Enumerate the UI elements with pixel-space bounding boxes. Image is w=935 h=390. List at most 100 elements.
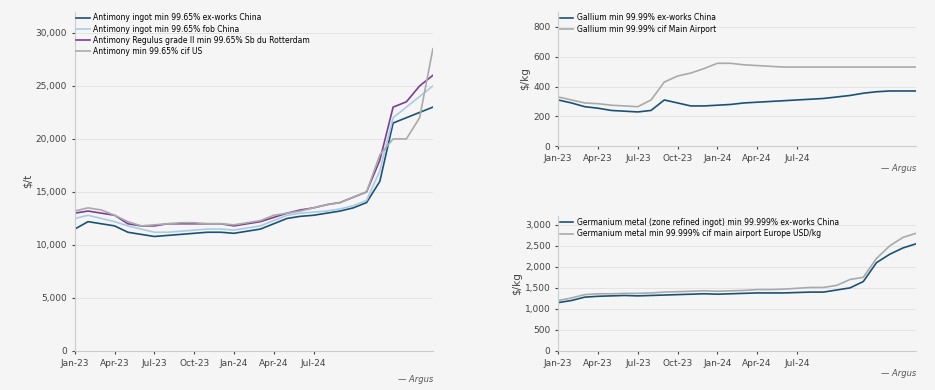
Antimony min 99.65% cif US (69, 209, 80, 213)
Germanium metal (zone refined ingot) min 99.999% ex-works China (778, 291, 789, 295)
Antimony ingot min 99.65% ex-works China (295, 214, 306, 219)
Antimony min 99.65% cif US (322, 202, 333, 207)
Antimony Regulus grade II min 99.65% Sb du Rotterdam (335, 200, 346, 205)
Antimony ingot min 99.65% ex-works China (414, 110, 425, 115)
Antimony ingot min 99.65% ex-works China (215, 230, 226, 235)
Antimony ingot min 99.65% fob China (202, 227, 213, 231)
Antimony Regulus grade II min 99.65% Sb du Rotterdam (149, 223, 160, 228)
Line: Gallium min 99.99% ex-works China: Gallium min 99.99% ex-works China (558, 91, 916, 112)
Antimony ingot min 99.65% fob China (95, 216, 107, 221)
Gallium min 99.99% cif Main Airport (805, 65, 816, 69)
Gallium min 99.99% ex-works China (885, 89, 896, 93)
Gallium min 99.99% cif Main Airport (619, 104, 630, 108)
Antimony ingot min 99.65% ex-works China (322, 211, 333, 216)
Antimony ingot min 99.65% ex-works China (69, 227, 80, 231)
Gallium min 99.99% ex-works China (553, 98, 564, 102)
Germanium metal min 99.999% cif main airport Europe USD/kg (844, 277, 856, 282)
Antimony min 99.65% cif US (268, 213, 280, 218)
Germanium metal (zone refined ingot) min 99.999% ex-works China (712, 292, 723, 296)
Gallium min 99.99% ex-works China (898, 89, 909, 93)
Antimony min 99.65% cif US (255, 218, 266, 223)
Gallium min 99.99% ex-works China (857, 91, 869, 96)
Germanium metal (zone refined ingot) min 99.999% ex-works China (765, 291, 776, 295)
Antimony ingot min 99.65% ex-works China (281, 216, 293, 221)
Germanium metal min 99.999% cif main airport Europe USD/kg (566, 296, 577, 300)
Antimony ingot min 99.65% ex-works China (241, 229, 252, 234)
Gallium min 99.99% ex-works China (765, 99, 776, 104)
Germanium metal min 99.999% cif main airport Europe USD/kg (885, 243, 896, 248)
Gallium min 99.99% ex-works China (870, 89, 882, 94)
Gallium min 99.99% ex-works China (911, 89, 922, 93)
Germanium metal (zone refined ingot) min 99.999% ex-works China (818, 290, 829, 294)
Germanium metal (zone refined ingot) min 99.999% ex-works China (672, 292, 683, 297)
Gallium min 99.99% cif Main Airport (831, 65, 842, 69)
Antimony Regulus grade II min 99.65% Sb du Rotterdam (308, 206, 319, 210)
Antimony Regulus grade II min 99.65% Sb du Rotterdam (401, 99, 412, 104)
Gallium min 99.99% cif Main Airport (579, 101, 590, 105)
Germanium metal (zone refined ingot) min 99.999% ex-works China (831, 288, 842, 292)
Antimony ingot min 99.65% ex-works China (348, 206, 359, 210)
Gallium min 99.99% ex-works China (606, 108, 617, 113)
Gallium min 99.99% cif Main Airport (857, 65, 869, 69)
Germanium metal (zone refined ingot) min 99.999% ex-works China (805, 290, 816, 294)
Antimony ingot min 99.65% ex-works China (401, 115, 412, 120)
Antimony Regulus grade II min 99.65% Sb du Rotterdam (175, 222, 186, 226)
Gallium min 99.99% ex-works China (579, 105, 590, 109)
Antimony Regulus grade II min 99.65% Sb du Rotterdam (268, 215, 280, 220)
Germanium metal min 99.999% cif main airport Europe USD/kg (658, 290, 669, 294)
Antimony ingot min 99.65% ex-works China (255, 227, 266, 231)
Antimony ingot min 99.65% ex-works China (202, 230, 213, 235)
Germanium metal min 99.999% cif main airport Europe USD/kg (672, 289, 683, 294)
Gallium min 99.99% cif Main Airport (844, 65, 856, 69)
Gallium min 99.99% cif Main Airport (765, 64, 776, 69)
Antimony ingot min 99.65% ex-works China (374, 179, 385, 184)
Y-axis label: $/kg: $/kg (512, 272, 522, 295)
Germanium metal min 99.999% cif main airport Europe USD/kg (898, 235, 909, 240)
Germanium metal min 99.999% cif main airport Europe USD/kg (831, 283, 842, 288)
Germanium metal (zone refined ingot) min 99.999% ex-works China (885, 252, 896, 257)
Antimony min 99.65% cif US (374, 152, 385, 157)
Antimony ingot min 99.65% fob China (136, 227, 147, 231)
Antimony ingot min 99.65% fob China (149, 230, 160, 235)
Antimony Regulus grade II min 99.65% Sb du Rotterdam (255, 219, 266, 224)
Antimony min 99.65% cif US (361, 190, 372, 194)
Germanium metal min 99.999% cif main airport Europe USD/kg (632, 291, 643, 296)
Gallium min 99.99% ex-works China (831, 95, 842, 99)
Gallium min 99.99% ex-works China (593, 106, 604, 110)
Germanium metal min 99.999% cif main airport Europe USD/kg (645, 291, 656, 295)
Gallium min 99.99% cif Main Airport (870, 65, 882, 69)
Antimony Regulus grade II min 99.65% Sb du Rotterdam (82, 209, 94, 213)
Text: — Argus: — Argus (397, 375, 433, 384)
Antimony ingot min 99.65% fob China (414, 94, 425, 99)
Germanium metal (zone refined ingot) min 99.999% ex-works China (739, 291, 750, 296)
Line: Gallium min 99.99% cif Main Airport: Gallium min 99.99% cif Main Airport (558, 63, 916, 107)
Line: Germanium metal min 99.999% cif main airport Europe USD/kg: Germanium metal min 99.999% cif main air… (558, 233, 916, 301)
Antimony min 99.65% cif US (95, 207, 107, 212)
Antimony Regulus grade II min 99.65% Sb du Rotterdam (189, 222, 200, 226)
Antimony min 99.65% cif US (401, 136, 412, 141)
Antimony ingot min 99.65% fob China (162, 230, 173, 235)
Gallium min 99.99% cif Main Airport (658, 80, 669, 84)
Antimony ingot min 99.65% fob China (241, 226, 252, 230)
Antimony min 99.65% cif US (82, 206, 94, 210)
Antimony ingot min 99.65% ex-works China (335, 209, 346, 213)
Gallium min 99.99% ex-works China (658, 98, 669, 102)
Antimony ingot min 99.65% ex-works China (95, 222, 107, 226)
Antimony ingot min 99.65% fob China (69, 216, 80, 221)
Antimony ingot min 99.65% ex-works China (308, 213, 319, 218)
Y-axis label: $/kg: $/kg (521, 67, 530, 90)
Antimony min 99.65% cif US (335, 200, 346, 205)
Antimony ingot min 99.65% fob China (122, 223, 134, 228)
Gallium min 99.99% cif Main Airport (725, 61, 736, 66)
Germanium metal (zone refined ingot) min 99.999% ex-works China (619, 293, 630, 298)
Antimony ingot min 99.65% ex-works China (387, 121, 398, 125)
Germanium metal (zone refined ingot) min 99.999% ex-works China (593, 294, 604, 299)
Germanium metal (zone refined ingot) min 99.999% ex-works China (685, 292, 697, 296)
Gallium min 99.99% ex-works China (844, 93, 856, 98)
Antimony ingot min 99.65% ex-works China (136, 232, 147, 237)
Antimony Regulus grade II min 99.65% Sb du Rotterdam (241, 222, 252, 226)
Gallium min 99.99% cif Main Airport (712, 61, 723, 66)
Antimony ingot min 99.65% fob China (401, 105, 412, 110)
Germanium metal (zone refined ingot) min 99.999% ex-works China (870, 260, 882, 265)
Gallium min 99.99% cif Main Airport (553, 95, 564, 99)
